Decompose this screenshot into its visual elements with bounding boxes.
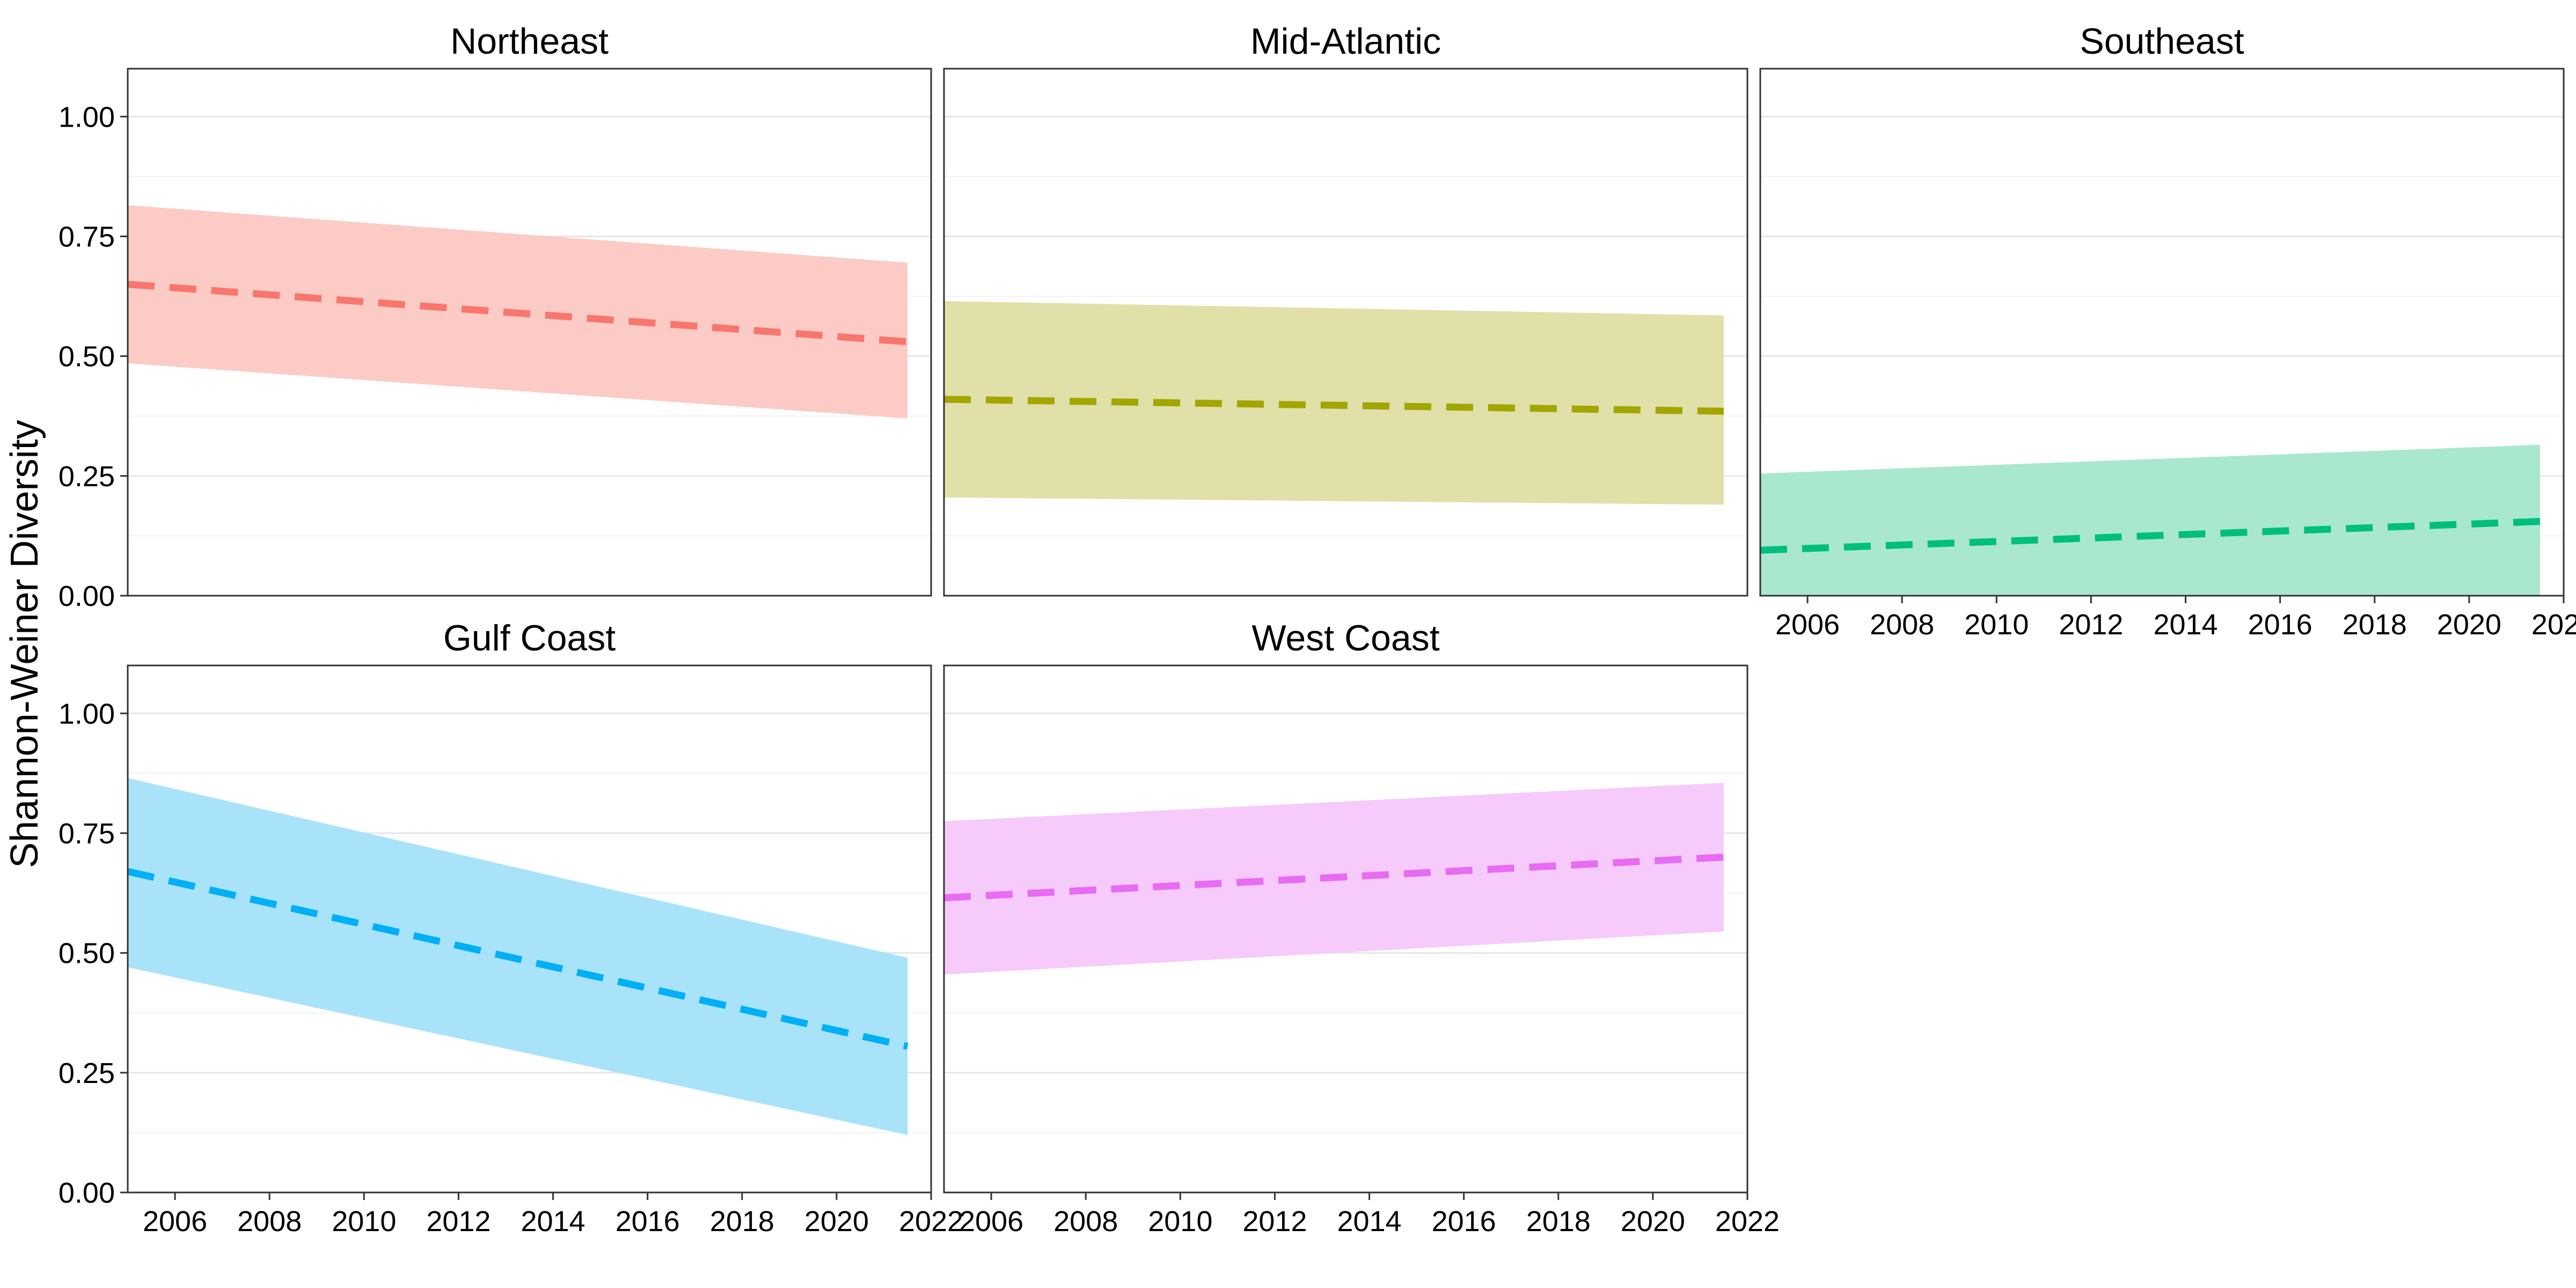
y-tick-label: 0.25 xyxy=(58,1057,115,1089)
x-tick-label: 2010 xyxy=(1964,609,2029,641)
x-tick-label: 2008 xyxy=(237,1205,302,1238)
panel-southeast: Southeast 2006 2008 2010 2012 2014 2016 2018 202… xyxy=(1759,21,2576,641)
panel-gulf-coast: Gulf Coast 0.00 0.25 0.50 0.75 1.00 2006 2008 20… xyxy=(58,618,963,1238)
x-tick-label: 2018 xyxy=(2343,609,2407,641)
panel-border xyxy=(127,68,932,597)
x-tick-label: 2016 xyxy=(1432,1205,1496,1238)
y-tick-label: 0.75 xyxy=(58,221,115,253)
x-tick-label: 2008 xyxy=(1053,1205,1118,1238)
y-tick-label: 0.00 xyxy=(58,1177,115,1209)
trend-line xyxy=(127,281,908,346)
trend-line xyxy=(943,396,1724,415)
panel-west-coast: West Coast 2006 2008 2010 2012 2014 2016 2018 20… xyxy=(943,618,1780,1238)
x-tick-label: 2014 xyxy=(2153,609,2218,641)
panel-title: Southeast xyxy=(2080,21,2244,62)
panel-title: Northeast xyxy=(450,21,609,62)
panel-border xyxy=(943,68,1748,597)
y-tick-label: 0.25 xyxy=(58,460,115,493)
y-axis-label: Shannon-Weiner Diversity xyxy=(3,420,46,868)
trend-line xyxy=(127,868,909,1050)
x-tick-label: 2012 xyxy=(426,1205,491,1238)
x-tick-label: 2018 xyxy=(1526,1205,1591,1238)
panel-northeast: Northeast 0.00 0.25 0.50 0.75 1.00 xyxy=(58,21,932,612)
x-tick-label: 2022 xyxy=(899,1205,963,1238)
x-tick-label: 2012 xyxy=(2059,609,2123,641)
trend-line xyxy=(1760,518,2541,554)
x-tick-label: 2020 xyxy=(804,1205,869,1238)
x-tick-label: 2022 xyxy=(2531,609,2576,641)
trend-line xyxy=(943,853,1724,902)
x-tick-label: 2014 xyxy=(1337,1205,1401,1238)
x-tick-label: 2006 xyxy=(959,1205,1023,1238)
panel-border xyxy=(943,664,1748,1194)
x-tick-label: 2018 xyxy=(710,1205,774,1238)
x-tick-label: 2014 xyxy=(521,1205,585,1238)
x-tick-label: 2010 xyxy=(332,1205,396,1238)
panel-title: Mid-Atlantic xyxy=(1250,21,1441,62)
panel-title: West Coast xyxy=(1252,618,1439,658)
x-tick-label: 2006 xyxy=(1775,609,1840,641)
x-tick-label: 2006 xyxy=(143,1205,207,1238)
panel-border xyxy=(1759,68,2565,597)
x-tick-label: 2016 xyxy=(2248,609,2312,641)
x-tick-label: 2022 xyxy=(1715,1205,1780,1238)
x-tick-label: 2020 xyxy=(1621,1205,1685,1238)
x-tick-label: 2012 xyxy=(1242,1205,1307,1238)
y-tick-label: 1.00 xyxy=(58,101,115,133)
x-tick-label: 2016 xyxy=(616,1205,680,1238)
x-tick-label: 2010 xyxy=(1148,1205,1212,1238)
y-tick-label: 0.00 xyxy=(58,580,115,612)
panel-mid-atlantic: Mid-Atlantic xyxy=(943,21,1748,597)
y-tick-label: 1.00 xyxy=(58,698,115,730)
panel-title: Gulf Coast xyxy=(443,618,616,658)
confidence-band xyxy=(1760,444,2540,596)
y-tick-label: 0.75 xyxy=(58,817,115,850)
x-tick-label: 2020 xyxy=(2437,609,2501,641)
panel-border xyxy=(127,664,932,1194)
x-tick-label: 2008 xyxy=(1870,609,1934,641)
y-tick-label: 0.50 xyxy=(58,341,115,373)
y-tick-label: 0.50 xyxy=(58,938,115,970)
